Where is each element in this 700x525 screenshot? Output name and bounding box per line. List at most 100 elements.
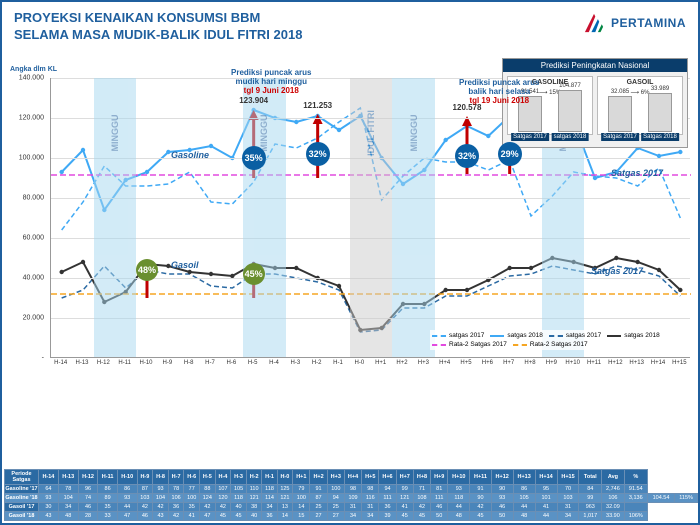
pct-bubble: 29% (498, 142, 522, 166)
table-cell: 100 (293, 494, 310, 503)
band: IDUL FITRI (350, 78, 393, 357)
x-tick: H+10 (565, 360, 580, 366)
pertamina-logo-icon (581, 10, 607, 36)
table-cell: 48 (58, 512, 78, 521)
table-cell: 33 (98, 512, 117, 521)
table-cell: 3,136 (624, 494, 647, 503)
x-tick: H-3 (290, 360, 300, 366)
table-cell: 41 (535, 503, 557, 512)
table-cell: 106% (624, 512, 647, 521)
table-cell: 107 (215, 485, 231, 494)
logo-text: PERTAMINA (611, 16, 686, 30)
table-cell: 32.09 (602, 503, 625, 512)
table-cell: 34 (58, 503, 78, 512)
x-tick: H-5 (248, 360, 258, 366)
table-cell: 90 (491, 485, 513, 494)
table-cell: 98 (362, 485, 379, 494)
table-col: H+2 (310, 470, 327, 485)
page-title: PROYEKSI KENAIKAN KONSUMSI BBM SELAMA MA… (14, 10, 302, 44)
table-col: H-9 (137, 470, 153, 485)
x-tick: H+2 (396, 360, 407, 366)
table-cell: 99 (396, 485, 413, 494)
header: PROYEKSI KENAIKAN KONSUMSI BBM SELAMA MA… (2, 2, 698, 48)
x-axis: H-14H-13H-12H-11H-10H-9H-8H-7H-6H-5H-4H-… (50, 360, 690, 374)
table-cell: 106 (602, 494, 625, 503)
table-col: H-0 (277, 470, 293, 485)
table-col: H-7 (168, 470, 184, 485)
table-cell: 40 (246, 512, 262, 521)
table-cell: 115% (675, 494, 698, 503)
x-tick: H+1 (375, 360, 386, 366)
table-col: H+8 (413, 470, 430, 485)
table-cell: 94 (379, 485, 396, 494)
table-cell: 14 (277, 512, 293, 521)
inset-bar: 104.877satgas 2018 (558, 90, 582, 132)
inset-subpanel: GASOIL⟶ 6%32.085Satgas 201733.989Satgas … (597, 76, 683, 135)
x-tick: H-8 (184, 360, 194, 366)
x-tick: H-11 (118, 360, 131, 366)
y-tick: 100.000 (10, 155, 44, 162)
legend-item: satgas 2017 (549, 332, 601, 339)
table-cell: 47 (200, 512, 216, 521)
table-col: H-12 (78, 470, 98, 485)
legend-item: Rata-2 Satgas 2017 (432, 341, 507, 348)
table-col: H+13 (513, 470, 535, 485)
table-cell: 94 (327, 494, 344, 503)
table-cell: 45 (215, 512, 231, 521)
table-cell: 46 (137, 512, 153, 521)
legend-item: satgas 2018 (490, 332, 542, 339)
table-cell: 34 (344, 512, 361, 521)
x-tick: H+8 (524, 360, 535, 366)
table-col: Total (579, 470, 602, 485)
table-cell: 109 (344, 494, 361, 503)
table-col: H+11 (470, 470, 491, 485)
table-cell: 50 (431, 512, 448, 521)
table-cell: 110 (246, 485, 262, 494)
table-cell: 86 (513, 485, 535, 494)
table-cell: 93 (153, 485, 169, 494)
table-cell: 74 (78, 494, 98, 503)
table-cell: 87 (137, 485, 153, 494)
x-tick: H+3 (418, 360, 429, 366)
table-cell: 124 (200, 494, 216, 503)
table-col: H-5 (200, 470, 216, 485)
table-row-label: Gasoline '18 (5, 494, 39, 503)
table-col: % (624, 470, 647, 485)
x-tick: H+7 (503, 360, 514, 366)
x-tick: H-12 (97, 360, 110, 366)
table-cell: 40 (231, 503, 247, 512)
x-tick: H+12 (608, 360, 623, 366)
legend-item: satgas 2017 (432, 332, 484, 339)
y-axis-label: Angka dlm KL (10, 66, 57, 73)
table-row: Gasoline '189310474899310310410610012412… (5, 494, 698, 503)
title-line1: PROYEKSI KENAIKAN KONSUMSI BBM (14, 10, 302, 27)
table-cell: 70 (557, 485, 579, 494)
table-cell: 41 (184, 512, 200, 521)
table-cell: 44 (535, 512, 557, 521)
table-cell: 45 (413, 512, 430, 521)
table-cell: 121 (277, 494, 293, 503)
inset-panel-title: GASOIL (600, 79, 680, 86)
table-cell: 103 (137, 494, 153, 503)
table-cell: 34 (262, 503, 277, 512)
table-cell: 71 (413, 485, 430, 494)
table-col: H+5 (362, 470, 379, 485)
table-cell: 95 (535, 485, 557, 494)
x-tick: H-10 (139, 360, 152, 366)
legend: satgas 2017satgas 2018satgas 2017satgas … (430, 330, 684, 350)
x-tick: H+14 (651, 360, 666, 366)
series-label: Satgas 2017 (591, 266, 643, 276)
table-cell (624, 503, 647, 512)
table-cell: 1,017 (579, 512, 602, 521)
table-cell: 15 (293, 512, 310, 521)
table-cell: 43 (153, 512, 169, 521)
logo: PERTAMINA (581, 10, 686, 36)
table-cell: 104.54 (647, 494, 674, 503)
table-cell: 963 (579, 503, 602, 512)
x-tick: H-13 (75, 360, 88, 366)
table-cell: 111 (431, 494, 448, 503)
table-cell: 33.90 (602, 512, 625, 521)
table-cell: 106 (168, 494, 184, 503)
table-col: H+10 (448, 470, 470, 485)
table-cell: 125 (277, 485, 293, 494)
